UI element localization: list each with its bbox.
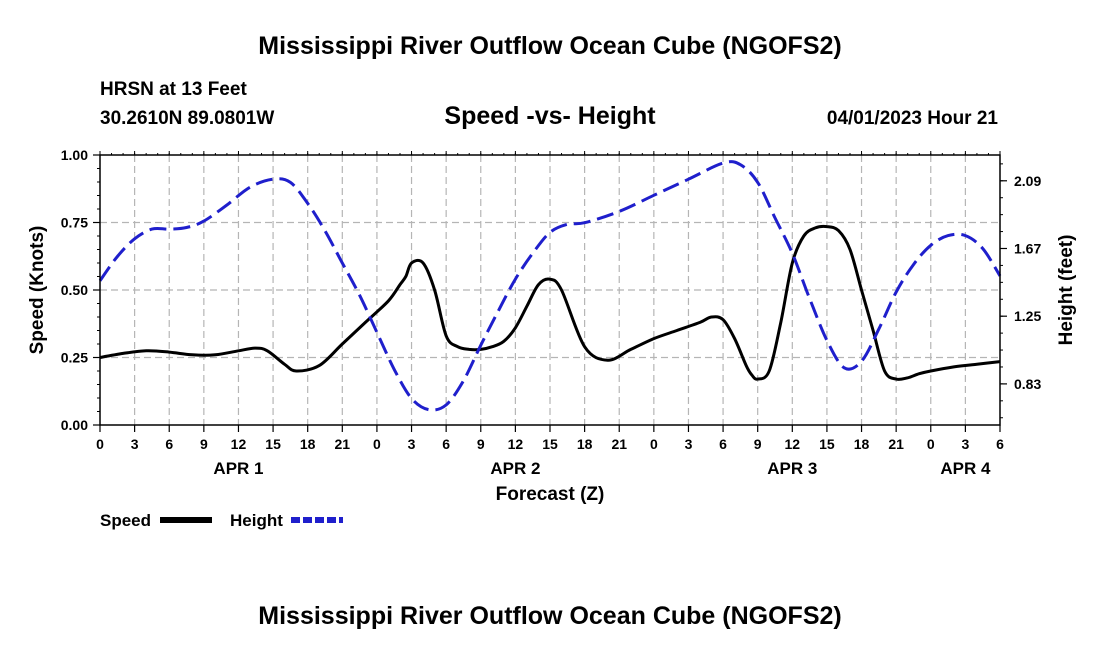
x-day-label: APR 1 [213, 459, 263, 478]
chart-subtitle: Speed -vs- Height [444, 102, 656, 130]
x-tick-label: 6 [165, 436, 173, 452]
y-left-tick-label: 0.00 [61, 417, 88, 433]
y-left-tick-label: 0.75 [61, 215, 88, 231]
x-tick-label: 0 [96, 436, 104, 452]
x-tick-label: 15 [265, 436, 281, 452]
x-tick-label: 9 [754, 436, 762, 452]
station-coordinates: 30.2610N 89.0801W [100, 108, 274, 129]
y-left-tick-label: 0.25 [61, 350, 88, 366]
x-tick-label: 21 [888, 436, 904, 452]
y-axis-left-title: Speed (Knots) [27, 226, 48, 355]
chart-title: Mississippi River Outflow Ocean Cube (NG… [258, 32, 841, 60]
x-day-label: APR 2 [490, 459, 540, 478]
legend-height-label: Height [230, 511, 283, 530]
x-tick-label: 21 [335, 436, 351, 452]
x-tick-label: 9 [200, 436, 208, 452]
x-tick-label: 12 [508, 436, 524, 452]
x-tick-label: 3 [131, 436, 139, 452]
series-line-speed [99, 224, 1001, 381]
x-tick-label: 3 [961, 436, 969, 452]
data-series [98, 160, 1002, 412]
x-tick-label: 6 [442, 436, 450, 452]
x-tick-label: 0 [927, 436, 935, 452]
x-tick-label: 18 [300, 436, 316, 452]
x-tick-label: 18 [577, 436, 593, 452]
x-tick-label: 18 [854, 436, 870, 452]
x-tick-label: 21 [611, 436, 627, 452]
x-day-label: APR 3 [767, 459, 817, 478]
y-right-tick-label: 2.09 [1014, 173, 1041, 189]
x-tick-label: 12 [231, 436, 247, 452]
y-right-tick-label: 1.67 [1014, 240, 1041, 256]
x-tick-label: 3 [408, 436, 416, 452]
plot-frame [99, 154, 1001, 426]
x-axis-title: Forecast (Z) [496, 484, 605, 505]
legend-speed-label: Speed [100, 511, 151, 530]
grid-lines [100, 155, 1000, 425]
y-left-tick-label: 1.00 [61, 147, 88, 163]
x-tick-label: 15 [542, 436, 558, 452]
x-tick-label: 3 [685, 436, 693, 452]
x-day-label: APR 4 [940, 459, 991, 478]
x-tick-label: 6 [996, 436, 1004, 452]
y-right-tick-label: 1.25 [1014, 308, 1041, 324]
station-label: HRSN at 13 Feet [100, 79, 247, 100]
legend: Speed Height [100, 511, 343, 530]
x-tick-label: 9 [477, 436, 485, 452]
footer-title: Mississippi River Outflow Ocean Cube (NG… [258, 602, 841, 630]
x-tick-label: 12 [785, 436, 801, 452]
y-right-tick-label: 0.83 [1014, 376, 1041, 392]
tick-labels: 0 3 6 9 12 15 18 21 0 3 6 9 12 15 18 21 0 3 6 9 12 15 18 21 0 3 6 0… [61, 147, 1042, 478]
x-tick-label: 0 [373, 436, 381, 452]
forecast-datetime: 04/01/2023 Hour 21 [827, 108, 999, 129]
y-left-tick-label: 0.50 [61, 282, 88, 298]
y-axis-right-title: Height (feet) [1056, 235, 1077, 346]
x-tick-label: 0 [650, 436, 658, 452]
series-line-height [98, 160, 1002, 412]
x-tick-label: 15 [819, 436, 835, 452]
x-tick-label: 6 [719, 436, 727, 452]
